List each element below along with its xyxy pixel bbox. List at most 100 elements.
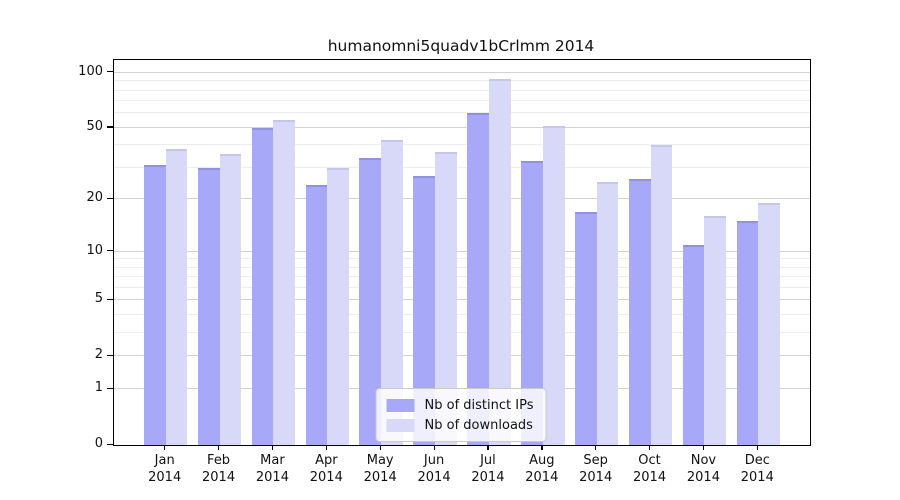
- x-tick-label-sep: Sep 2014: [561, 452, 631, 486]
- y-tick-label-10: 10: [86, 242, 103, 258]
- gridline-minor-7: [114, 276, 810, 278]
- x-tick-mark-oct: [649, 445, 651, 450]
- x-tick-year-jul: 2014: [471, 470, 505, 485]
- x-tick-month-dec: Dec: [744, 453, 770, 468]
- bar-nb-of-distinct-ips-mar: [251, 127, 274, 445]
- x-tick-mark-aug: [541, 445, 543, 450]
- gridline-minor-70: [114, 100, 810, 102]
- gridline-minor-4: [114, 314, 810, 316]
- x-tick-year-feb: 2014: [202, 470, 236, 485]
- y-tick-mark-50: [107, 126, 113, 128]
- plot-area: [113, 59, 811, 446]
- y-tick-label-50: 50: [86, 118, 103, 134]
- x-tick-year-sep: 2014: [579, 470, 613, 485]
- gridline-major-10: [114, 250, 810, 252]
- x-tick-label-jul: Jul 2014: [453, 452, 523, 486]
- gridline-minor-8: [114, 266, 810, 268]
- x-tick-year-mar: 2014: [255, 470, 289, 485]
- bar-nb-of-distinct-ips-nov: [682, 244, 705, 445]
- bar-nb-of-distinct-ips-jun: [413, 176, 436, 445]
- bar-nb-of-downloads-jun: [435, 151, 457, 445]
- x-tick-month-sep: Sep: [583, 453, 608, 468]
- x-tick-label-mar: Mar 2014: [237, 452, 307, 486]
- bar-nb-of-distinct-ips-oct: [628, 179, 651, 445]
- x-tick-label-apr: Apr 2014: [291, 452, 361, 486]
- x-tick-label-oct: Oct 2014: [615, 452, 685, 486]
- bar-nb-of-downloads-dec: [758, 203, 781, 445]
- x-tick-month-nov: Nov: [690, 453, 717, 468]
- legend-label-distinct-ips: Nb of distinct IPs: [424, 397, 534, 413]
- x-tick-month-aug: Aug: [529, 453, 555, 468]
- gridline-minor-30: [114, 166, 810, 168]
- bar-nb-of-downloads-mar: [273, 120, 296, 445]
- x-tick-month-jul: Jul: [480, 453, 496, 468]
- x-tick-mark-apr: [325, 445, 328, 450]
- bar-nb-of-distinct-ips-sep: [574, 211, 597, 445]
- y-tick-label-20: 20: [86, 190, 103, 206]
- bar-nb-of-distinct-ips-feb: [197, 167, 220, 445]
- x-tick-month-mar: Mar: [260, 453, 285, 468]
- x-tick-mark-jul: [487, 445, 489, 450]
- legend-swatch-downloads: [386, 418, 415, 432]
- gridline-major-2: [114, 355, 810, 357]
- x-tick-label-feb: Feb 2014: [184, 452, 254, 486]
- gridline-minor-60: [114, 112, 810, 114]
- y-tick-mark-5: [107, 298, 113, 301]
- gridline-minor-90: [114, 80, 810, 82]
- x-tick-label-dec: Dec 2014: [722, 452, 792, 486]
- legend: Nb of distinct IPs Nb of downloads: [375, 388, 547, 442]
- y-tick-mark-20: [107, 197, 113, 200]
- x-tick-label-jan: Jan 2014: [130, 452, 200, 486]
- legend-row-ips: Nb of distinct IPs: [386, 395, 534, 415]
- x-tick-month-jun: Jun: [423, 453, 445, 468]
- chart-title: humanomni5quadv1bCrlmm 2014: [327, 37, 595, 55]
- x-tick-mark-may: [379, 445, 381, 450]
- x-tick-year-aug: 2014: [525, 470, 559, 485]
- bar-nb-of-distinct-ips-aug: [521, 160, 543, 445]
- x-tick-label-nov: Nov 2014: [668, 452, 738, 486]
- x-tick-month-feb: Feb: [207, 453, 231, 468]
- legend-swatch-distinct-ips: [386, 398, 415, 412]
- x-tick-mark-dec: [756, 445, 759, 450]
- gridline-major-5: [114, 299, 810, 301]
- bar-nb-of-distinct-ips-apr: [305, 185, 328, 445]
- x-tick-year-dec: 2014: [740, 470, 774, 485]
- legend-label-downloads: Nb of downloads: [424, 417, 533, 433]
- bar-nb-of-downloads-may: [381, 139, 403, 445]
- y-tick-label-0: 0: [94, 436, 103, 451]
- x-tick-mark-feb: [218, 445, 220, 450]
- gridline-major-20: [114, 198, 810, 200]
- x-tick-mark-jun: [433, 445, 435, 450]
- gridline-minor-3: [114, 332, 810, 334]
- bar-nb-of-distinct-ips-may: [359, 158, 382, 445]
- x-tick-month-jan: Jan: [154, 453, 175, 468]
- y-tick-label-5: 5: [94, 291, 103, 307]
- gridline-minor-80: [114, 89, 810, 91]
- x-tick-month-may: May: [366, 453, 394, 468]
- x-tick-label-jun: Jun 2014: [399, 452, 469, 486]
- x-tick-month-apr: Apr: [315, 453, 338, 468]
- bar-nb-of-downloads-feb: [219, 153, 242, 445]
- x-tick-label-aug: Aug 2014: [507, 452, 577, 486]
- y-tick-mark-10: [107, 250, 113, 252]
- gridline-major-50: [114, 126, 810, 128]
- y-tick-mark-0: [107, 443, 113, 445]
- y-tick-label-1: 1: [94, 380, 103, 396]
- bar-nb-of-downloads-nov: [704, 216, 727, 445]
- x-tick-month-oct: Oct: [638, 453, 661, 468]
- x-tick-mark-jan: [164, 445, 166, 450]
- gridline-minor-40: [114, 144, 810, 146]
- gridline-major-100: [114, 71, 810, 73]
- bar-nb-of-downloads-jan: [165, 149, 188, 445]
- y-tick-mark-2: [107, 354, 113, 357]
- y-tick-label-2: 2: [94, 347, 103, 363]
- x-tick-year-may: 2014: [363, 470, 397, 485]
- x-tick-year-nov: 2014: [686, 470, 720, 485]
- x-tick-mark-mar: [271, 445, 274, 450]
- x-tick-year-oct: 2014: [633, 470, 667, 485]
- bar-nb-of-downloads-apr: [327, 167, 350, 445]
- y-tick-label-100: 100: [78, 63, 103, 79]
- legend-row-downloads: Nb of downloads: [386, 415, 534, 435]
- y-tick-mark-1: [107, 387, 113, 389]
